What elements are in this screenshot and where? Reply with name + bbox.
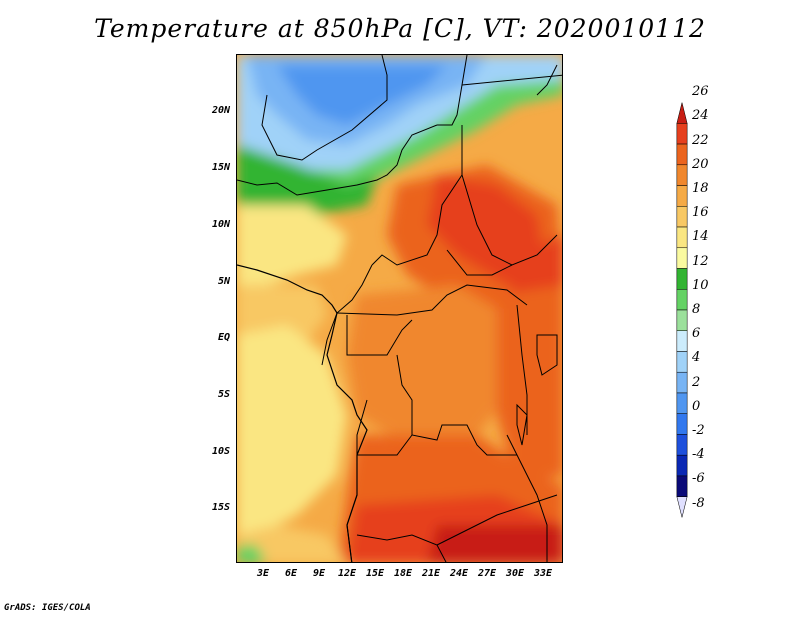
colorbar-label: 26 <box>692 84 709 100</box>
colorbar-label: -8 <box>692 495 705 511</box>
colorbar <box>676 102 688 518</box>
lon-label: 15E <box>366 568 385 579</box>
colorbar-label: 6 <box>692 326 701 342</box>
colorbar-swatch <box>676 226 688 249</box>
colorbar-swatch <box>676 289 688 311</box>
colorbar-swatch <box>676 454 688 477</box>
colorbar-swatch <box>676 351 688 373</box>
colorbar-swatch <box>676 413 688 435</box>
colorbar-label: 12 <box>692 253 709 269</box>
colorbar-label: -2 <box>692 423 705 438</box>
lon-label: 30E <box>506 568 525 579</box>
lat-label: 10N <box>211 219 230 230</box>
lat-label: 5S <box>217 389 230 400</box>
colorbar-swatch <box>676 475 688 497</box>
lon-label: 33E <box>534 568 553 579</box>
lon-label: 21E <box>422 568 441 579</box>
lon-label: 9E <box>313 568 326 579</box>
colorbar-swatch <box>676 392 688 414</box>
lat-label: 15N <box>211 162 230 173</box>
temperature-map <box>236 54 563 563</box>
lon-label: 6E <box>285 568 298 579</box>
lon-label: 3E <box>257 568 270 579</box>
colorbar-label: 16 <box>692 205 709 221</box>
credit-text: GrADS: IGES/COLA <box>4 603 91 613</box>
lat-label: 10S <box>211 446 230 457</box>
lat-label: 15S <box>211 502 230 513</box>
lon-label: 18E <box>394 568 413 579</box>
colorbar-swatch <box>676 247 688 269</box>
lon-label: 24E <box>450 568 469 579</box>
colorbar-swatch <box>676 309 688 332</box>
colorbar-label: 4 <box>692 350 701 366</box>
colorbar-swatch <box>676 268 688 290</box>
colorbar-swatch <box>676 206 688 228</box>
colorbar-label: -4 <box>692 447 705 463</box>
lat-label: 20N <box>211 105 230 116</box>
colorbar-label: 8 <box>692 302 701 317</box>
colorbar-swatch <box>676 164 688 186</box>
colorbar-swatch <box>676 330 688 352</box>
colorbar-label: 24 <box>692 108 709 124</box>
lat-label: 5N <box>217 276 230 287</box>
colorbar-label: 18 <box>692 181 709 196</box>
lat-label: EQ <box>217 332 230 343</box>
colorbar-swatch <box>676 371 688 394</box>
colorbar-label: 0 <box>692 398 701 414</box>
colorbar-swatch <box>676 102 688 124</box>
lon-label: 12E <box>338 568 357 579</box>
lon-label: 27E <box>478 568 497 579</box>
colorbar-swatch <box>676 185 688 207</box>
colorbar-label: 10 <box>692 277 709 293</box>
colorbar-label: 22 <box>692 132 709 148</box>
colorbar-swatch <box>676 143 688 166</box>
colorbar-swatch <box>676 123 688 145</box>
colorbar-label: 2 <box>692 374 701 390</box>
colorbar-label: 14 <box>692 229 709 245</box>
colorbar-swatch <box>676 434 688 456</box>
colorbar-swatch <box>676 496 688 518</box>
map-title: Temperature at 850hPa [C], VT: 202001011… <box>94 14 706 43</box>
colorbar-label: 20 <box>692 156 709 172</box>
colorbar-label: -6 <box>692 471 705 487</box>
